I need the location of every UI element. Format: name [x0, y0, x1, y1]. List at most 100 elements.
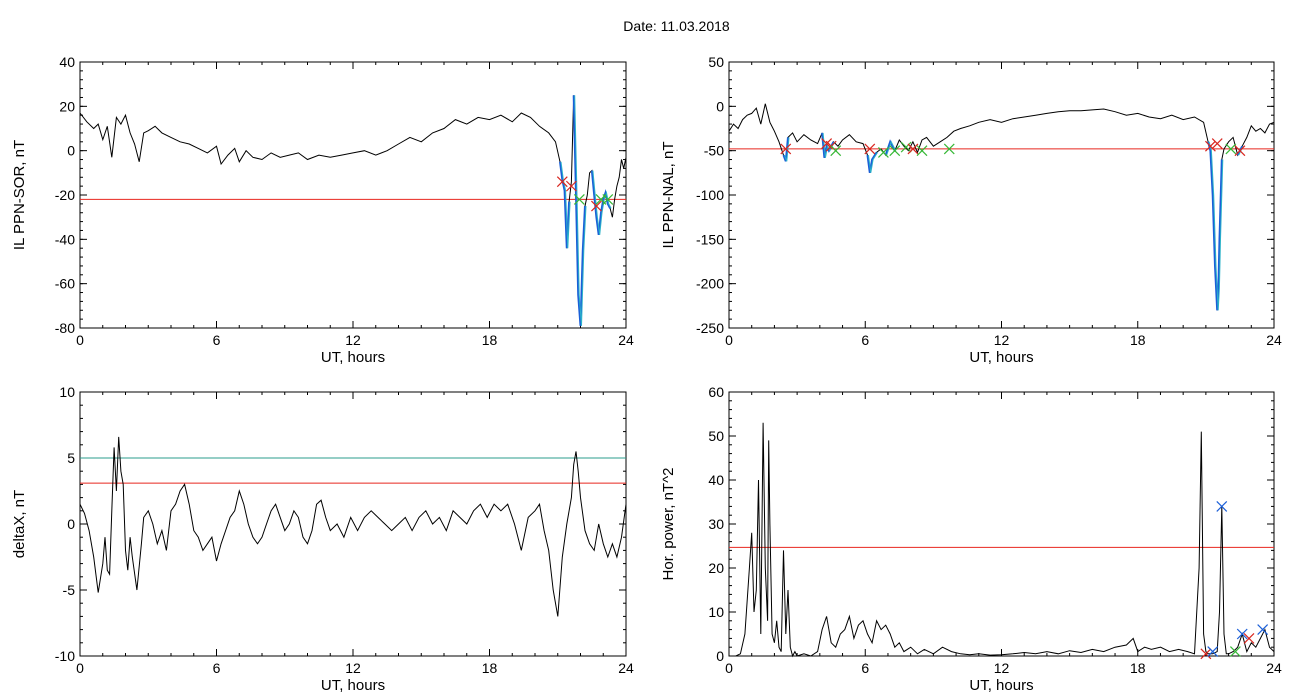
y-tick-label: -250 — [696, 320, 724, 336]
y-tick-label: 50 — [708, 428, 724, 444]
event-marker — [1225, 143, 1237, 155]
y-tick-label: 40 — [708, 472, 724, 488]
y-tick-label: -40 — [55, 231, 75, 247]
y-tick-label: 0 — [67, 143, 75, 159]
series-line — [79, 95, 627, 326]
y-tick-label: -10 — [55, 648, 75, 664]
y-tick-label: 0 — [716, 98, 724, 114]
event-marker — [573, 194, 585, 205]
event-marker — [943, 143, 955, 155]
event-marker — [780, 143, 792, 155]
panel-sor: 0 6 12 18 24 -80 -60 -40 -20 0 20 40 UT, hours IL PPN… — [11, 54, 634, 366]
event-marker — [1204, 140, 1216, 152]
marker-stroke — [573, 194, 585, 205]
plot-frame — [79, 61, 627, 329]
marker-stroke — [591, 200, 602, 212]
marker-stroke — [877, 147, 889, 158]
x-tick-label: 18 — [482, 332, 498, 348]
marker-stroke — [780, 143, 792, 155]
marker-stroke — [1207, 646, 1219, 658]
marker-stroke — [1225, 143, 1237, 155]
x-axis-label: UT, hours — [969, 677, 1033, 694]
series-line — [728, 103, 1275, 311]
x-tick-label: 18 — [482, 660, 498, 676]
marker-stroke — [830, 145, 842, 157]
marker-stroke — [821, 138, 833, 149]
event-marker — [907, 143, 919, 155]
event-segment — [1207, 141, 1223, 311]
event-segment-cyan — [784, 137, 790, 162]
event-marker — [1236, 628, 1248, 640]
marker-stroke — [907, 143, 919, 155]
x-tick-label: 0 — [725, 332, 733, 348]
event-marker — [1211, 138, 1223, 149]
page-title: Date: 11.03.2018 — [623, 18, 730, 34]
marker-stroke — [1236, 628, 1248, 640]
x-axis-label: UT, hours — [969, 349, 1033, 366]
x-tick-label: 0 — [76, 332, 84, 348]
marker-stroke — [1234, 145, 1246, 157]
marker-stroke — [1204, 140, 1216, 152]
x-tick-label: 12 — [345, 660, 361, 676]
marker-stroke — [943, 143, 955, 155]
y-tick-label: 30 — [708, 516, 724, 532]
marker-stroke — [1243, 632, 1255, 644]
y-axis-label: IL PPN-SOR, nT — [11, 140, 28, 250]
event-marker — [830, 145, 842, 157]
x-tick-label: 0 — [725, 660, 733, 676]
event-marker — [591, 200, 602, 212]
marker-stroke — [1216, 500, 1228, 512]
event-segment-cyan — [574, 95, 587, 326]
event-segment-cyan — [1208, 141, 1224, 311]
event-marker — [602, 194, 614, 205]
event-marker — [1257, 624, 1269, 636]
marker-stroke — [916, 145, 928, 157]
event-marker — [1216, 500, 1228, 512]
event-marker — [877, 147, 889, 158]
x-tick-label: 18 — [1130, 660, 1146, 676]
y-tick-label: 60 — [708, 384, 724, 400]
x-tick-label: 0 — [76, 660, 84, 676]
panel-nal: 0 6 12 18 24 -250 -200 -150 -100 -50 0 50 UT, hours I… — [660, 54, 1282, 366]
plot-frame — [728, 61, 1275, 329]
panel-deltax: 0 6 12 18 24 -10 -5 0 5 10 UT, hours deltaX, nT — [11, 384, 634, 694]
y-tick-label: -20 — [55, 187, 75, 203]
y-tick-label: 5 — [67, 450, 75, 466]
series-line — [79, 436, 627, 617]
event-segment-cyan — [886, 140, 897, 156]
x-tick-label: 24 — [1266, 660, 1282, 676]
y-tick-label: 0 — [716, 648, 724, 664]
series-line — [729, 422, 1275, 658]
y-axis-label: Hor. power, nT^2 — [660, 468, 677, 581]
event-marker — [900, 141, 912, 153]
y-axis-label: deltaX, nT — [11, 490, 28, 558]
marker-stroke — [864, 143, 876, 155]
plot-frame — [79, 391, 627, 657]
x-tick-label: 18 — [1130, 332, 1146, 348]
panel-horpow: 0 6 12 18 24 0 10 20 30 40 50 60 UT, hours Hor. power… — [660, 384, 1282, 694]
x-axis-label: UT, hours — [321, 349, 385, 366]
y-tick-label: 50 — [708, 54, 724, 70]
marker-stroke — [602, 194, 614, 205]
x-tick-label: 6 — [213, 332, 221, 348]
event-marker — [864, 143, 876, 155]
x-tick-label: 6 — [861, 332, 869, 348]
y-tick-label: 20 — [59, 98, 75, 114]
y-tick-label: -200 — [696, 276, 724, 292]
marker-stroke — [1257, 624, 1269, 636]
event-segment — [866, 151, 878, 173]
event-segment — [572, 95, 586, 326]
marker-stroke — [556, 176, 568, 188]
y-tick-label: 20 — [708, 560, 724, 576]
event-marker — [1200, 648, 1212, 660]
x-tick-label: 6 — [213, 660, 221, 676]
event-segment — [782, 137, 789, 162]
y-tick-label: 10 — [59, 384, 75, 400]
y-tick-label: -50 — [704, 143, 724, 159]
event-segment-cyan — [560, 161, 571, 249]
y-tick-label: -60 — [55, 276, 75, 292]
y-tick-label: -80 — [55, 320, 75, 336]
plot-frame — [728, 391, 1275, 657]
event-marker — [889, 145, 901, 157]
